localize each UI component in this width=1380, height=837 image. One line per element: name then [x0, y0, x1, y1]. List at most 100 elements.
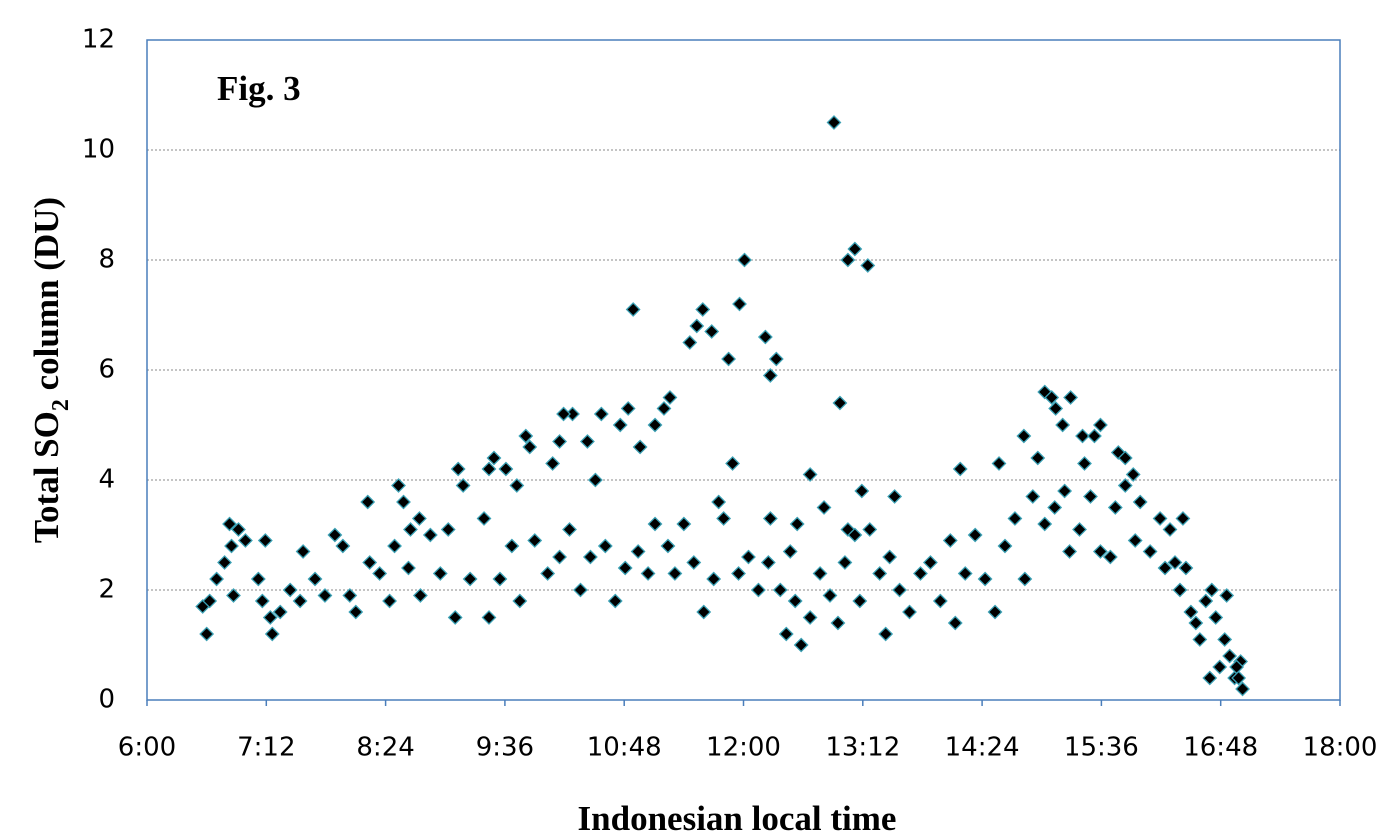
point	[686, 555, 702, 570]
point	[695, 302, 711, 317]
point	[667, 566, 683, 581]
point	[656, 401, 672, 416]
point	[802, 467, 818, 482]
y-tick-label: 8	[98, 245, 115, 275]
point	[476, 511, 492, 526]
point	[1016, 428, 1032, 444]
x-tick-label: 6:00	[118, 733, 176, 763]
point	[231, 522, 246, 537]
y-tick-label: 12	[82, 25, 115, 55]
point	[1092, 544, 1108, 559]
point	[481, 461, 497, 477]
point	[732, 296, 747, 312]
point	[1125, 467, 1141, 482]
point	[1231, 670, 1247, 686]
point	[562, 522, 577, 537]
point	[411, 511, 427, 526]
point	[1172, 582, 1188, 598]
point	[362, 555, 378, 570]
point	[432, 566, 448, 581]
point	[840, 522, 856, 537]
point	[676, 516, 692, 532]
point	[264, 626, 280, 642]
point	[725, 456, 740, 471]
point	[612, 417, 628, 433]
point	[387, 538, 402, 554]
x-tick-label: 9:36	[476, 733, 534, 763]
point	[1198, 593, 1214, 609]
point	[682, 335, 698, 350]
point	[1162, 522, 1178, 537]
point	[556, 406, 571, 422]
y-tick-label: 10	[82, 135, 115, 165]
y-tick-label: 2	[98, 575, 115, 605]
point	[292, 593, 308, 609]
point	[617, 560, 633, 576]
point	[607, 593, 623, 609]
point	[209, 571, 225, 587]
y-label-part: Total SO	[27, 411, 66, 543]
point	[262, 610, 278, 625]
point	[1183, 604, 1199, 620]
point	[360, 494, 376, 510]
point	[630, 544, 646, 559]
point	[1117, 450, 1133, 466]
point	[272, 604, 288, 620]
point	[1017, 571, 1033, 587]
x-tick-label: 7:12	[237, 733, 295, 763]
point	[582, 549, 598, 565]
point	[522, 439, 538, 455]
point	[1044, 390, 1060, 405]
point	[812, 566, 828, 581]
point	[587, 472, 603, 488]
point	[1007, 511, 1023, 526]
point	[932, 593, 948, 609]
point	[217, 555, 232, 570]
point	[942, 533, 958, 548]
point	[512, 593, 528, 609]
point	[854, 483, 870, 499]
point	[1048, 401, 1064, 416]
point	[509, 478, 525, 493]
point	[498, 461, 514, 477]
point	[1208, 610, 1224, 625]
point	[1167, 555, 1183, 570]
point	[257, 533, 273, 548]
point	[991, 456, 1007, 471]
point	[647, 516, 663, 532]
point	[1157, 560, 1173, 576]
point	[987, 604, 1003, 620]
point	[625, 302, 641, 317]
point	[579, 434, 595, 449]
point	[250, 571, 266, 587]
point	[731, 566, 746, 581]
point	[224, 538, 239, 554]
point	[957, 566, 973, 581]
point	[830, 615, 846, 631]
y-axis-label: Total SO2 column (DU)	[27, 197, 74, 543]
x-axis-label: Indonesian local time	[578, 799, 897, 837]
point	[837, 555, 853, 570]
point	[199, 626, 215, 642]
point	[295, 544, 311, 559]
point	[947, 615, 963, 631]
point	[660, 538, 676, 554]
point	[711, 494, 727, 510]
point	[372, 566, 388, 581]
point	[518, 428, 534, 444]
point	[1204, 582, 1220, 598]
x-tick-label: 10:48	[587, 733, 662, 763]
point	[768, 351, 784, 367]
point	[552, 434, 567, 449]
point	[492, 571, 508, 587]
point	[1117, 478, 1133, 493]
point	[1063, 390, 1078, 405]
point	[1107, 500, 1123, 515]
point	[822, 588, 838, 603]
point	[1188, 615, 1204, 631]
point	[762, 368, 778, 383]
point	[202, 593, 218, 609]
point	[902, 604, 917, 620]
point	[222, 516, 237, 532]
point	[317, 588, 333, 603]
